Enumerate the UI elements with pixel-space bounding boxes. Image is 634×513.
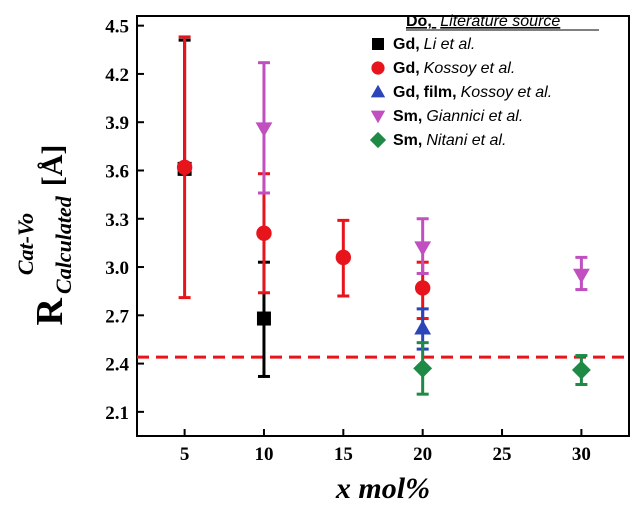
y-tick-label: 2.4 xyxy=(105,355,129,376)
y-axis-title: R Calculated [Å] Cat-Vo xyxy=(13,145,76,326)
series-square xyxy=(177,38,271,378)
legend-label: Sm, Nitani et al. xyxy=(393,132,506,149)
legend-marker xyxy=(372,38,384,50)
data-point xyxy=(256,311,271,326)
legend-item: Gd, Kossoy et al. xyxy=(371,60,515,77)
legend-item: Sm, Nitani et al. xyxy=(369,131,506,149)
data-point xyxy=(413,358,433,378)
data-point xyxy=(414,319,432,335)
legend-title-italic: Literature source xyxy=(440,13,560,30)
legend-item: Sm, Giannici et al. xyxy=(370,108,523,125)
legend-author: Li et al. xyxy=(424,36,476,53)
data-point xyxy=(571,360,591,380)
plot-frame xyxy=(136,15,630,437)
legend-extra: film, xyxy=(424,84,457,101)
legend-marker xyxy=(370,84,386,98)
data-point xyxy=(414,241,432,257)
data-point xyxy=(256,225,272,241)
legend-author: Nitani et al. xyxy=(426,132,506,149)
series-diamond xyxy=(413,341,591,396)
legend-author: Giannici et al. xyxy=(426,108,523,125)
legend-items: Gd, Li et al.Gd, Kossoy et al.Gd, film, Koss… xyxy=(369,36,552,149)
y-axis-title-main: R xyxy=(29,297,71,325)
legend-author: Kossoy et al. xyxy=(424,60,516,77)
legend-dopant: Gd, xyxy=(393,84,420,101)
legend-label: Gd, Kossoy et al. xyxy=(393,60,515,77)
x-tick-label: 5 xyxy=(180,444,190,465)
y-tick-label: 2.1 xyxy=(105,403,129,424)
legend-label: Sm, Giannici et al. xyxy=(393,108,523,125)
y-tick-label: 4.2 xyxy=(105,65,129,86)
x-axis-title: x mol% xyxy=(335,472,430,505)
x-tick-label: 30 xyxy=(572,444,591,465)
legend-label: Gd, Li et al. xyxy=(393,36,475,53)
x-tick-label: 10 xyxy=(254,444,273,465)
svg-text:R Calculated [: R Calculated [Å] xyxy=(29,145,76,326)
legend-item: Gd, film, Kossoy et al. xyxy=(370,84,552,101)
legend-dopant: Sm, xyxy=(393,108,422,125)
legend-title-bold: Do, xyxy=(406,13,432,30)
legend-dopant: Sm, xyxy=(393,132,422,149)
data-point xyxy=(572,268,590,284)
data-point xyxy=(335,249,352,266)
legend-author: Kossoy et al. xyxy=(461,84,553,101)
y-axis-title-unit: [Å] xyxy=(36,145,69,187)
y-axis-title-sup: Cat-Vo xyxy=(13,213,38,275)
y-axis-title-sub: Calculated xyxy=(51,195,76,294)
legend-dopant: Gd, xyxy=(393,36,420,53)
legend-marker xyxy=(370,110,386,124)
y-tick-label: 3.0 xyxy=(105,258,129,279)
x-tick-label: 25 xyxy=(493,444,512,465)
y-tick-label: 2.7 xyxy=(105,306,129,327)
axes-layer: 5 10 15 20 25 30 2.1 2.4 2.7 3.0 3.3 3.6 3.9 4.2 4.5 xyxy=(105,17,591,465)
data-layer xyxy=(176,35,591,396)
y-tick-label: 3.3 xyxy=(105,210,129,231)
legend-marker xyxy=(371,61,385,75)
legend-title: Do, Literature source xyxy=(406,13,560,30)
x-tick-label: 15 xyxy=(334,444,353,465)
series-circle xyxy=(176,35,431,321)
y-tick-label: 3.9 xyxy=(105,113,129,134)
series-triangle-down xyxy=(255,61,590,292)
legend: Do, Literature source Gd, Li et al.Gd, Kos… xyxy=(369,13,599,149)
y-tick-label: 4.5 xyxy=(105,17,129,38)
data-point xyxy=(176,159,193,175)
legend-item: Gd, Li et al. xyxy=(372,36,475,53)
legend-marker xyxy=(369,131,387,149)
data-point xyxy=(255,122,273,138)
data-point xyxy=(414,280,431,296)
legend-dopant: Gd, xyxy=(393,60,420,77)
y-tick-label: 3.6 xyxy=(105,161,129,182)
x-tick-label: 20 xyxy=(413,444,432,465)
legend-label: Gd, film, Kossoy et al. xyxy=(393,84,552,101)
